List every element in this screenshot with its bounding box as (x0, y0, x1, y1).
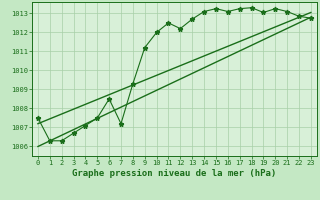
X-axis label: Graphe pression niveau de la mer (hPa): Graphe pression niveau de la mer (hPa) (72, 169, 276, 178)
